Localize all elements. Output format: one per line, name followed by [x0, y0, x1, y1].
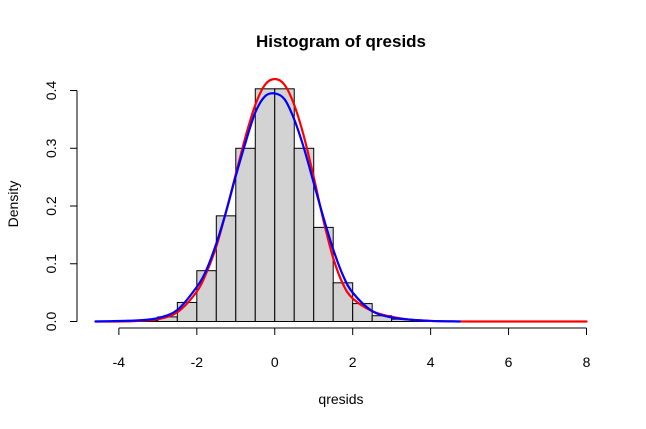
x-tick-label: -2: [191, 354, 204, 370]
x-tick-label: 2: [349, 354, 357, 370]
histogram-bar-7: [274, 88, 295, 322]
chart-title: Histogram of qresids: [256, 32, 426, 51]
histogram-bar-9: [313, 226, 334, 322]
histogram-bar-6: [254, 88, 276, 322]
density-curve-blue: [94, 92, 461, 323]
y-tick-label: 0.3: [43, 138, 59, 158]
x-tick-label: -4: [113, 354, 126, 370]
x-tick-label: 8: [583, 354, 591, 370]
histogram-bars: [137, 88, 432, 323]
y-tick-label: 0.4: [43, 81, 59, 101]
histogram-bar-2: [176, 301, 198, 323]
histogram-bar-5: [235, 147, 256, 322]
x-axis-label: qresids: [318, 391, 363, 407]
y-axis-label: Density: [5, 181, 21, 228]
y-tick-label: 0.1: [43, 254, 59, 274]
density-curves: [94, 77, 588, 323]
x-tick-label: 0: [271, 354, 279, 370]
x-tick-label: 4: [427, 354, 435, 370]
histogram-bar-3: [196, 270, 217, 323]
y-tick-label: 0.2: [43, 196, 59, 216]
x-tick-label: 6: [505, 354, 513, 370]
y-axis: 0.0 0.1 0.2 0.3 0.4: [43, 81, 78, 332]
y-tick-label: 0.0: [43, 312, 59, 332]
x-axis: -4 -2 0 2 4 6 8: [113, 327, 591, 370]
